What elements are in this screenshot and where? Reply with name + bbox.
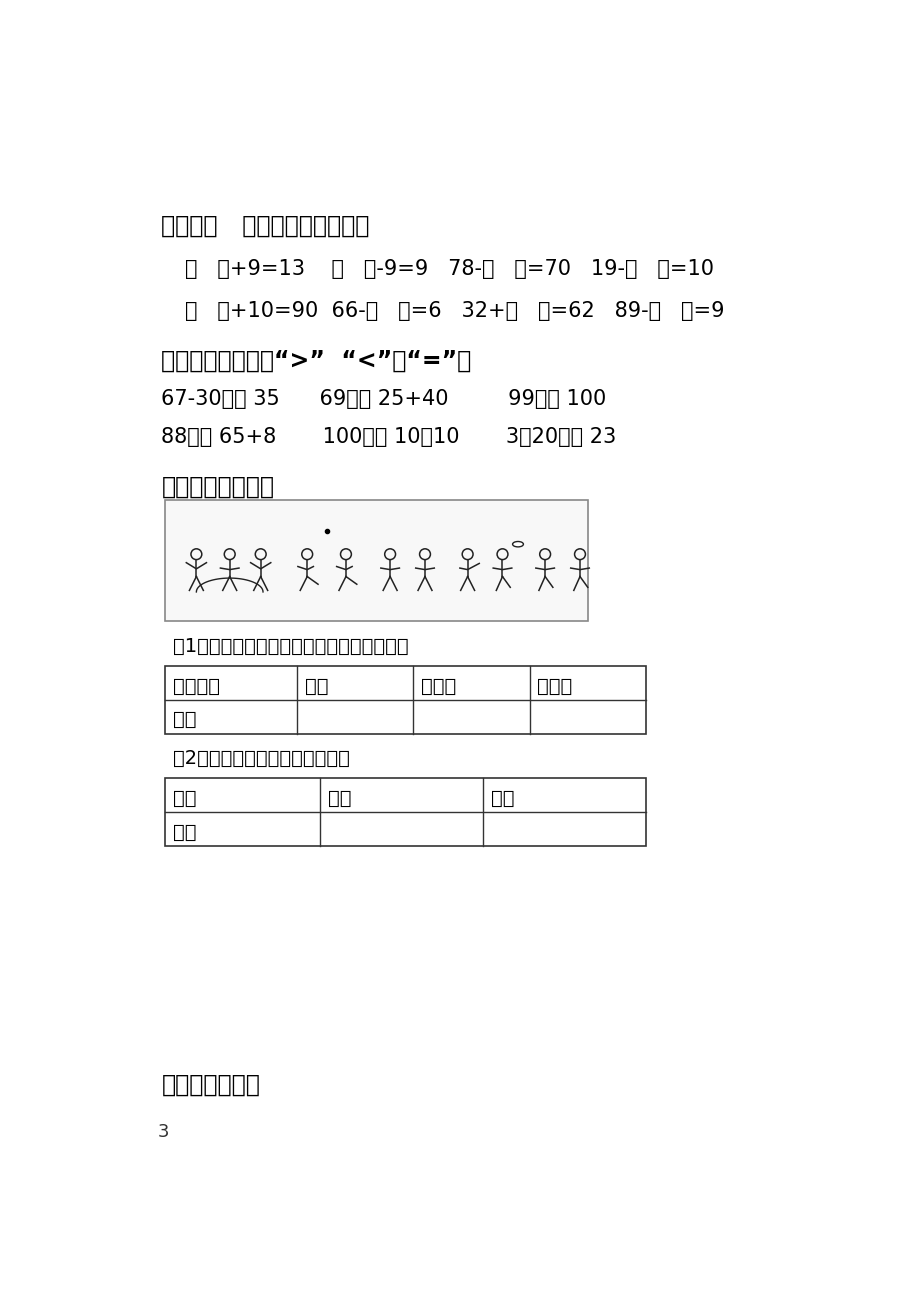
Bar bbox=[165, 779, 645, 846]
Text: 踢徵子: 踢徵子 bbox=[421, 677, 456, 695]
Text: 人数: 人数 bbox=[173, 823, 197, 842]
Text: 跳绳: 跳绳 bbox=[304, 677, 328, 695]
Text: 性别: 性别 bbox=[173, 789, 197, 809]
Text: 88（） 65+8       100（） 10＋10       3＋20（） 23: 88（） 65+8 100（） 10＋10 3＋20（） 23 bbox=[162, 427, 616, 448]
Text: （1）按不同的活动项目分一分，填写下表。: （1）按不同的活动项目分一分，填写下表。 bbox=[173, 637, 408, 656]
Text: 五、在（）里填上“>”  “<”或“=”。: 五、在（）里填上“>” “<”或“=”。 bbox=[162, 349, 471, 372]
Text: 3: 3 bbox=[157, 1122, 169, 1141]
Text: 六、看图填一填。: 六、看图填一填。 bbox=[162, 475, 274, 499]
Text: 四、在（   ）里填上合适的数。: 四、在（ ）里填上合适的数。 bbox=[162, 214, 369, 238]
Text: 67-30（） 35      69（） 25+40         99（） 100: 67-30（） 35 69（） 25+40 99（） 100 bbox=[162, 389, 607, 409]
Text: 女孩: 女孩 bbox=[491, 789, 514, 809]
Text: （   ）+10=90  66-（   ）=6   32+（   ）=62   89-（   ）=9: （ ）+10=90 66-（ ）=6 32+（ ）=62 89-（ ）=9 bbox=[185, 301, 723, 322]
Text: 七、看图列式。: 七、看图列式。 bbox=[162, 1073, 260, 1096]
Text: 男孩: 男孩 bbox=[328, 789, 351, 809]
Text: 活动项目: 活动项目 bbox=[173, 677, 220, 695]
Text: 掷铁饼: 掷铁饼 bbox=[537, 677, 572, 695]
Ellipse shape bbox=[512, 542, 523, 547]
Text: （   ）+9=13    （   ）-9=9   78-（   ）=70   19-（   ）=10: （ ）+9=13 （ ）-9=9 78-（ ）=70 19-（ ）=10 bbox=[185, 259, 713, 279]
Bar bbox=[165, 500, 587, 621]
Bar bbox=[165, 667, 645, 734]
Text: 人数: 人数 bbox=[173, 711, 197, 729]
Text: （2）按性别分一分，填写下表。: （2）按性别分一分，填写下表。 bbox=[173, 749, 349, 768]
